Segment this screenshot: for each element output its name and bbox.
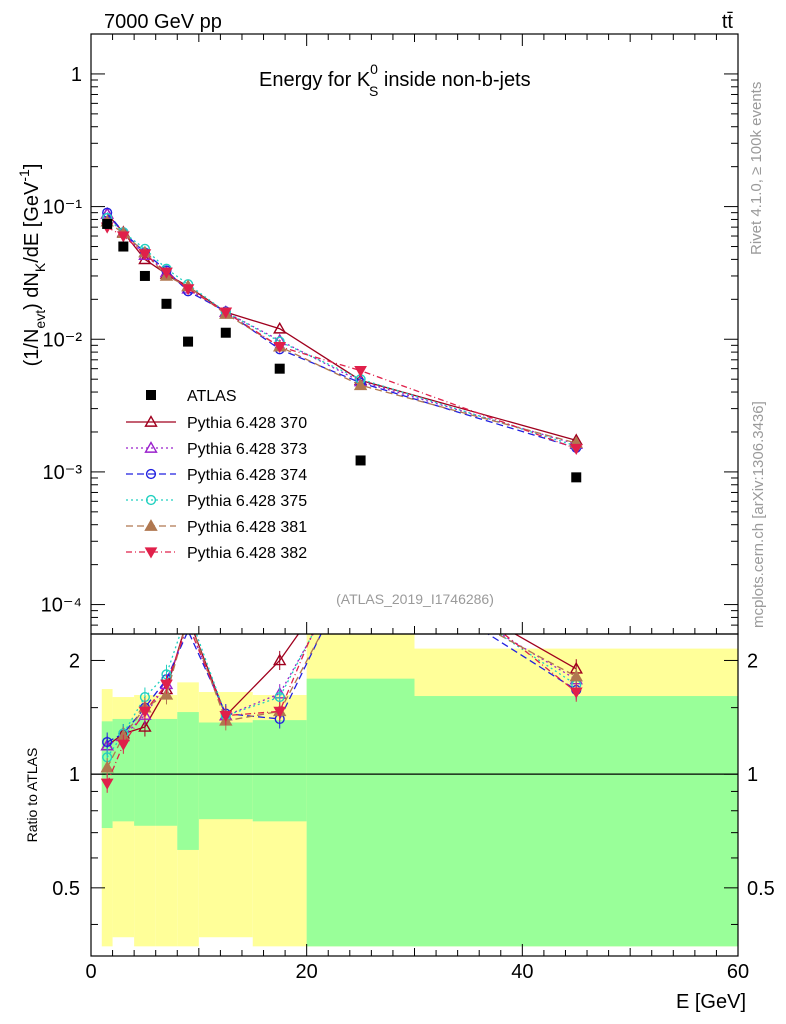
band-inner [134, 718, 156, 826]
series-point [569, 443, 583, 456]
band-inner [177, 712, 199, 850]
legend-marker [145, 494, 157, 506]
main-panel-frame [90, 33, 739, 635]
legend-label: Pythia 6.428 373 [187, 441, 307, 458]
series-point [219, 307, 233, 319]
x-tick-label: 60 [727, 961, 749, 983]
ratio-point [100, 778, 114, 790]
ratio-tick-label-left: 2 [69, 650, 80, 672]
legend-label: Pythia 6.428 382 [187, 545, 307, 562]
ratio-tick-label-left: 0.5 [52, 878, 80, 900]
ratio-point [138, 720, 152, 732]
legend-entry: Pythia 6.428 381 [126, 519, 307, 536]
legend-marker [144, 415, 158, 427]
legend-entry: Pythia 6.428 373 [126, 441, 307, 458]
ratio-point [219, 711, 233, 723]
legend-label: Pythia 6.428 374 [187, 467, 307, 484]
ratio-point [273, 653, 287, 666]
atlas-point [183, 336, 194, 347]
ratio-point [116, 739, 130, 751]
ratio-point [159, 687, 174, 700]
legend-marker [144, 441, 158, 453]
band-inner [306, 678, 415, 947]
series-line [106, 212, 577, 449]
ratio-tick-label-left: 1 [69, 764, 80, 786]
mcplots-label: mcplots.cern.ch [arXiv:1306.3436] [750, 401, 767, 628]
ratio-point [100, 760, 114, 773]
legend-marker-atlas [146, 390, 156, 400]
series-line [106, 217, 577, 447]
ratio-tick-label-right: 1 [747, 764, 758, 786]
ratio-line [106, 634, 577, 784]
header-right: tt̄ [722, 11, 734, 33]
legend-label: Pythia 6.428 381 [187, 519, 307, 536]
ratio-point [569, 687, 583, 699]
ratio-y-label: Ratio to ATLAS [24, 748, 40, 843]
x-tick-label: 40 [511, 961, 533, 983]
y-tick-label: 1 [71, 64, 82, 86]
series-point [354, 366, 367, 378]
atlas-point [161, 298, 172, 309]
x-tick-label: 20 [296, 961, 318, 983]
ratio-point [138, 706, 152, 718]
legend-marker [145, 468, 157, 480]
series-point [116, 231, 130, 243]
ratio-point [160, 679, 173, 691]
band-inner [252, 720, 307, 822]
atlas-point [220, 327, 231, 338]
y-tick-label: 10⁻¹ [43, 197, 83, 219]
ratio-tick-label-right: 2 [747, 650, 758, 672]
ratio-point [569, 669, 583, 682]
x-tick-label: 0 [85, 961, 96, 983]
atlas-point [139, 270, 150, 281]
legend-entry: Pythia 6.428 374 [126, 467, 307, 484]
series-line [106, 213, 577, 445]
y-tick-label: 10⁻³ [43, 462, 83, 484]
series-line [106, 213, 577, 441]
band-inner [414, 696, 738, 947]
series-point [138, 249, 152, 261]
y-axis-label: (1/Nevt) dNK/dE [GeV-1] [16, 164, 48, 367]
series-point [273, 321, 287, 334]
rivet-label: Rivet 4.1.0, ≥ 100k events [748, 82, 765, 255]
series-line [106, 226, 577, 450]
header-left: 7000 GeV pp [104, 11, 222, 33]
ratio-point [273, 706, 287, 718]
series-point [273, 341, 287, 354]
y-tick-label: 10⁻² [43, 329, 83, 351]
legend-label: Pythia 6.428 370 [187, 415, 307, 432]
legend-marker [144, 519, 158, 531]
band-inner [155, 718, 178, 826]
legend-entry: Pythia 6.428 375 [126, 493, 307, 510]
y-tick-label: 10⁻⁴ [41, 595, 82, 617]
series-point [181, 284, 195, 296]
series-point [160, 267, 173, 279]
ratio-point [102, 736, 113, 748]
analysis-tag: (ATLAS_2019_I1746286) [336, 591, 494, 607]
ratio-line [106, 634, 577, 768]
legend: ATLAS Pythia 6.428 370 Pythia 6.428 373 Pyt… [126, 388, 307, 562]
band-inner [112, 718, 135, 822]
ratio-line [106, 634, 577, 747]
legend-label: ATLAS [187, 388, 237, 405]
legend-marker [144, 547, 158, 559]
atlas-point [102, 218, 113, 229]
atlas-point [274, 363, 285, 374]
atlas-point [355, 455, 366, 466]
legend-entry-atlas: ATLAS [146, 388, 237, 405]
legend-entry: Pythia 6.428 370 [126, 415, 307, 432]
series-point [353, 378, 368, 391]
legend-label: Pythia 6.428 375 [187, 493, 307, 510]
series-line [106, 221, 577, 444]
ratio-tick-label-right: 0.5 [747, 878, 775, 900]
plot-title: Energy for K0 S inside non-b-jets [259, 61, 531, 99]
band-inner [198, 722, 253, 820]
ratio-point [274, 691, 285, 703]
atlas-point [118, 241, 129, 252]
legend-entry: Pythia 6.428 382 [126, 545, 307, 562]
x-axis-label: E [GeV] [676, 991, 746, 1013]
atlas-point [571, 472, 582, 483]
